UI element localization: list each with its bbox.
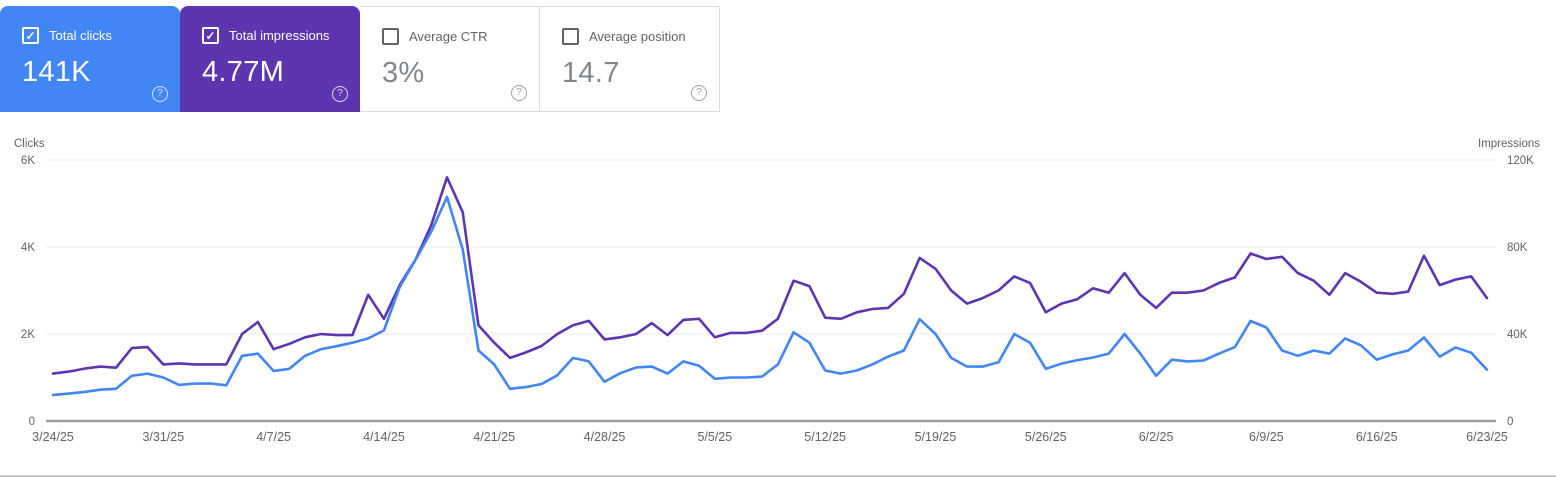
- x-axis-tick-label: 3/31/25: [142, 430, 184, 444]
- check-icon: ✓: [205, 28, 216, 43]
- check-icon: ✓: [25, 28, 36, 43]
- right-axis-ticks: 0 40K 80K 120K: [1507, 155, 1534, 428]
- right-axis-title: Impressions: [1478, 138, 1540, 150]
- left-axis-tick-label: 4K: [21, 242, 35, 254]
- x-axis-tick-label: 5/26/25: [1025, 430, 1067, 444]
- x-axis-tick-label: 3/24/25: [32, 430, 74, 444]
- x-axis-tick-label: 5/5/25: [697, 430, 732, 444]
- x-axis-tick-label: 6/2/25: [1139, 430, 1174, 444]
- help-icon[interactable]: ?: [511, 85, 527, 101]
- checkbox-unchecked-icon[interactable]: [382, 28, 399, 45]
- left-axis-tick-label: 0: [29, 416, 35, 428]
- metric-card-average-ctr[interactable]: Average CTR 3% ?: [360, 6, 540, 112]
- x-axis-tick-label: 5/19/25: [915, 430, 957, 444]
- metric-label-average-position: Average position: [589, 29, 686, 44]
- performance-chart[interactable]: Clicks Impressions 0 2K 4K 6K 0 40K 80K 120K 3…: [0, 130, 1556, 477]
- metric-label-average-ctr: Average CTR: [409, 29, 488, 44]
- x-axis-tick-label: 6/16/25: [1356, 430, 1398, 444]
- x-axis-ticks: 3/24/25 3/31/25 4/7/25 4/14/25 4/21/25 4/28/2…: [32, 430, 1508, 444]
- x-axis-tick-label: 4/14/25: [363, 430, 405, 444]
- metric-card-total-clicks[interactable]: ✓ Total clicks 141K ?: [0, 6, 180, 112]
- left-axis-tick-label: 2K: [21, 329, 35, 341]
- help-icon[interactable]: ?: [332, 86, 348, 102]
- x-axis-tick-label: 4/7/25: [256, 430, 291, 444]
- checkbox-checked-icon[interactable]: ✓: [202, 27, 219, 44]
- x-axis-tick-label: 5/12/25: [804, 430, 846, 444]
- x-axis-tick-label: 4/28/25: [584, 430, 626, 444]
- x-axis-tick-label: 6/9/25: [1249, 430, 1284, 444]
- metric-card-average-position[interactable]: Average position 14.7 ?: [540, 6, 720, 112]
- metric-value-total-impressions: 4.77M: [202, 56, 285, 88]
- checkbox-checked-icon[interactable]: ✓: [22, 27, 39, 44]
- metric-value-average-ctr: 3%: [382, 57, 425, 89]
- metric-value-total-clicks: 141K: [22, 56, 91, 88]
- clicks-line[interactable]: [51, 195, 1489, 397]
- right-axis-tick-label: 120K: [1507, 155, 1534, 167]
- impressions-line[interactable]: [51, 176, 1489, 375]
- metric-label-total-impressions: Total impressions: [229, 28, 330, 43]
- help-icon[interactable]: ?: [691, 85, 707, 101]
- help-icon[interactable]: ?: [152, 86, 168, 102]
- metric-value-average-position: 14.7: [562, 57, 620, 89]
- card-bottom-divider: [0, 475, 1556, 477]
- metric-card-total-impressions[interactable]: ✓ Total impressions 4.77M ?: [180, 6, 360, 112]
- metric-label-total-clicks: Total clicks: [49, 28, 112, 43]
- right-axis-tick-label: 0: [1507, 416, 1513, 428]
- right-axis-tick-label: 80K: [1507, 242, 1528, 254]
- chart-gridlines: [46, 159, 1496, 423]
- right-axis-tick-label: 40K: [1507, 329, 1528, 341]
- checkbox-unchecked-icon[interactable]: [562, 28, 579, 45]
- left-axis-tick-label: 6K: [21, 155, 35, 167]
- metric-cards-row: ✓ Total clicks 141K ? ✓ Total impression…: [0, 6, 720, 112]
- left-axis-title: Clicks: [14, 138, 45, 150]
- x-axis-tick-label: 6/23/25: [1466, 430, 1508, 444]
- left-axis-ticks: 0 2K 4K 6K: [21, 155, 35, 428]
- x-axis-tick-label: 4/21/25: [473, 430, 515, 444]
